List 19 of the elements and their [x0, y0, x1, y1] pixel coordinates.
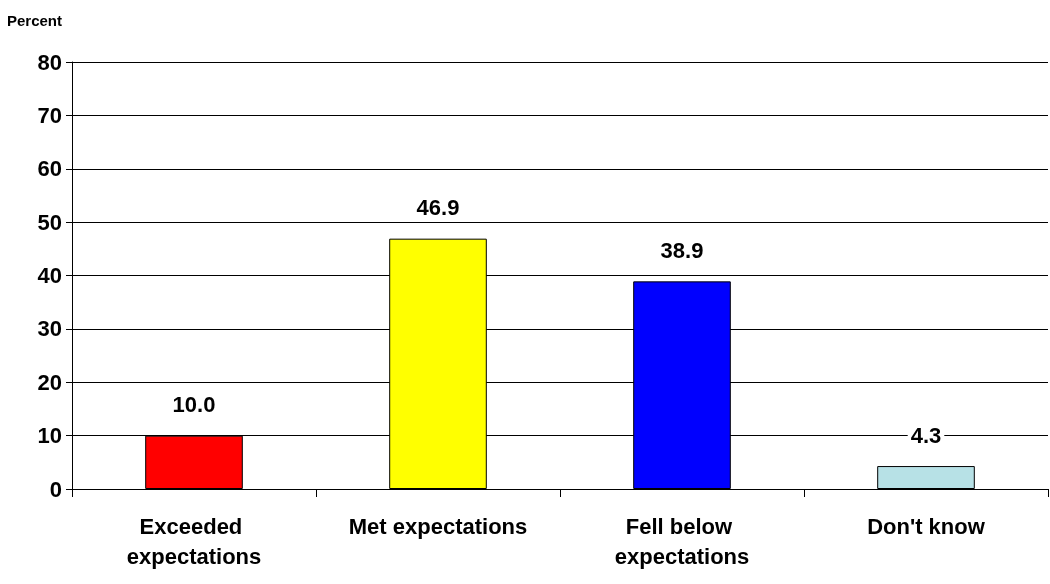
y-tick-label: 30	[37, 316, 62, 342]
bar	[877, 466, 975, 489]
y-tick-label: 60	[37, 156, 62, 182]
data-label: 46.9	[416, 195, 460, 221]
data-label: 4.3	[910, 422, 942, 448]
y-tick-label: 0	[49, 476, 62, 502]
x-tick-label: Met expectations	[348, 513, 528, 539]
x-tick-label: Don't know	[867, 513, 986, 539]
x-tick-label: Fell below expectations	[614, 513, 750, 569]
y-tick-label: 50	[37, 209, 62, 235]
data-label: 38.9	[660, 237, 704, 263]
y-tick-label: 40	[37, 263, 62, 288]
y-axis-title: Percent	[7, 12, 63, 29]
x-tick-label: Exceeded expectations	[126, 513, 262, 569]
y-tick-label: 80	[37, 49, 62, 75]
y-tick-label: 20	[37, 369, 62, 395]
y-tick-label: 70	[37, 102, 62, 128]
y-tick-label: 10	[37, 423, 62, 449]
data-label: 10.0	[172, 392, 216, 418]
